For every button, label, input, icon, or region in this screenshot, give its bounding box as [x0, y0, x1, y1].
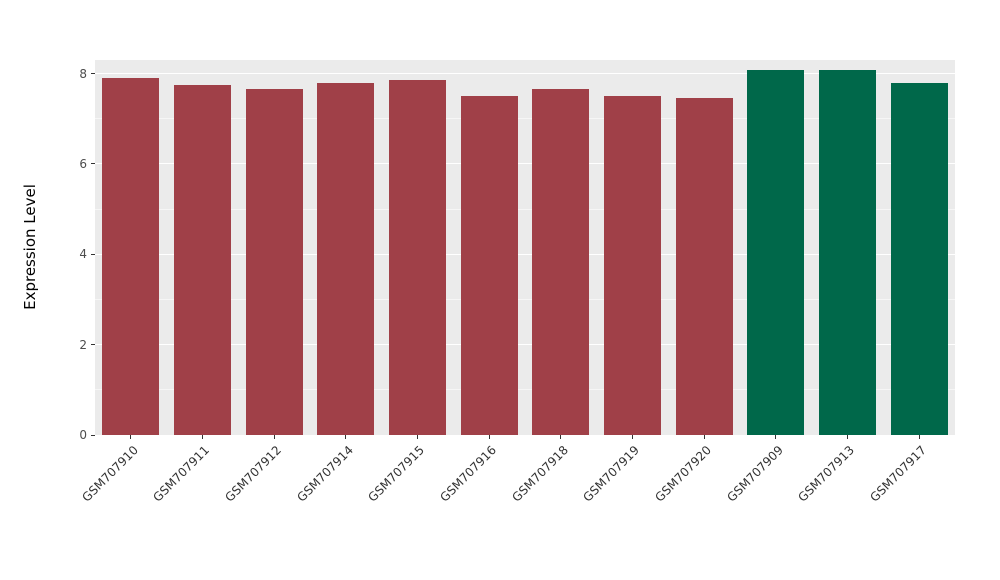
x-tick-mark-GSM707913 — [847, 435, 848, 439]
gridline-major-y2 — [95, 344, 955, 346]
bar-GSM707909 — [747, 70, 805, 435]
y-tick-label-4: 4 — [79, 247, 87, 262]
gridline-minor-y1 — [95, 389, 955, 391]
y-tick-label-0: 0 — [79, 428, 87, 442]
bar-GSM707910 — [102, 78, 160, 435]
x-tick-mark-GSM707912 — [273, 435, 275, 439]
y-tick-mark-0 — [91, 434, 95, 436]
x-tick-label-GSM707913: GSM707913 — [795, 443, 858, 505]
x-tick-mark-GSM707919 — [632, 435, 633, 439]
x-tick-mark-GSM707918 — [560, 435, 562, 439]
bar-GSM707918 — [532, 89, 590, 435]
bar-GSM707911 — [173, 84, 232, 435]
x-tick-label-GSM707919: GSM707919 — [580, 443, 643, 505]
bar-GSM707912 — [245, 89, 303, 435]
bar-GSM707916 — [460, 96, 518, 435]
bar-GSM707920 — [675, 98, 733, 435]
x-tick-mark-GSM707915 — [417, 435, 418, 439]
x-tick-label-GSM707914: GSM707914 — [294, 443, 356, 505]
x-tick-label-GSM707912: GSM707912 — [222, 443, 285, 505]
x-tick-label-GSM707915: GSM707915 — [365, 443, 428, 505]
x-tick-label-GSM707916: GSM707916 — [437, 443, 500, 505]
x-tick-mark-GSM707909 — [775, 435, 777, 439]
x-tick-label-GSM707909: GSM707909 — [724, 443, 786, 505]
x-tick-label-GSM707917: GSM707917 — [867, 443, 930, 505]
plot-panel — [95, 60, 955, 436]
bar-GSM707919 — [603, 96, 662, 435]
gridline-major-y0 — [95, 434, 955, 436]
x-tick-label-GSM707910: GSM707910 — [79, 443, 141, 505]
x-tick-mark-GSM707914 — [345, 435, 347, 439]
gridline-major-y8 — [95, 73, 955, 75]
y-tick-mark-8 — [91, 73, 95, 75]
y-axis-title: Expression Level — [21, 184, 39, 310]
x-tick-mark-GSM707916 — [488, 435, 490, 439]
bar-GSM707915 — [388, 80, 447, 435]
y-tick-label-8: 8 — [79, 66, 87, 81]
bar-GSM707917 — [890, 82, 948, 435]
x-tick-label-GSM707920: GSM707920 — [652, 443, 715, 505]
x-tick-label-GSM707911: GSM707911 — [150, 443, 213, 505]
x-tick-label-GSM707918: GSM707918 — [509, 443, 571, 505]
gridline-minor-y3 — [95, 298, 955, 300]
y-tick-label-2: 2 — [79, 337, 87, 352]
gridline-minor-y5 — [95, 208, 955, 210]
bar-GSM707913 — [818, 70, 877, 435]
gridline-minor-y7 — [95, 118, 955, 120]
x-tick-mark-GSM707920 — [703, 435, 705, 439]
gridline-major-y6 — [95, 163, 955, 165]
y-tick-label-6: 6 — [79, 156, 87, 171]
bar-GSM707914 — [317, 83, 375, 435]
x-tick-mark-GSM707917 — [918, 435, 920, 439]
y-tick-mark-4 — [91, 253, 95, 255]
gridline-major-y4 — [95, 253, 955, 255]
y-tick-mark-2 — [91, 344, 95, 346]
x-tick-mark-GSM707910 — [130, 435, 132, 439]
y-tick-mark-6 — [91, 163, 95, 165]
x-tick-mark-GSM707911 — [202, 435, 203, 439]
